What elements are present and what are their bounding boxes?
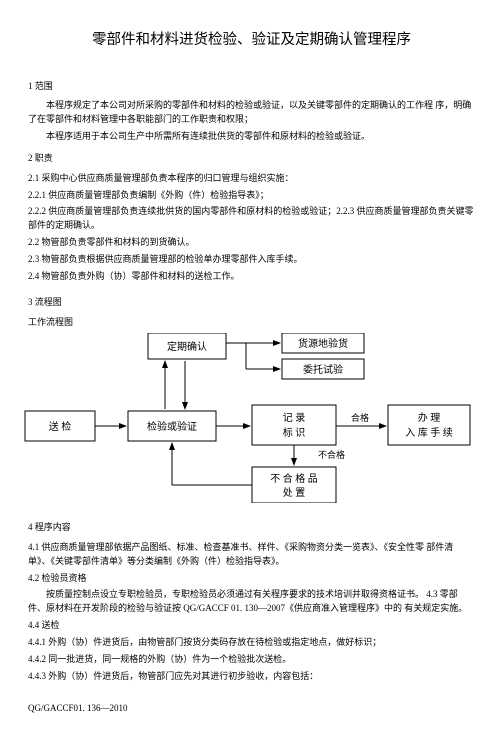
s4-p2: 4.2 检验员资格 (28, 572, 475, 586)
s4-p4: 4.4 送检 (28, 619, 475, 633)
svg-text:合格: 合格 (351, 412, 369, 423)
s2-i5: 2.3 物管部负责根据供应商质量管理部的检验单办理零部件入库手续。 (28, 253, 475, 267)
footer-code: QG/GACCF01. 136—2010 (28, 702, 475, 716)
s4-p3: 按质量控制点设立专职检验员，专职检验员必须通过有关程序要求的技术培训并取得资格证… (28, 588, 475, 616)
svg-text:处 置: 处 置 (283, 487, 306, 499)
section-4-head: 4 程序内容 (28, 521, 475, 535)
section-1-head: 1 范围 (28, 80, 475, 94)
s2-i3: 2.2.2 供应商质量管理部负责连续批供货的国内零部件和原材料的检验或验证；2.… (28, 205, 475, 233)
s1-p1: 本程序规定了本公司对所采购的零部件和材料的检验或验证，以及关键零部件的定期确认的… (28, 99, 475, 127)
flowchart-area: 3 流程图 工作流程图 定期确认 货源地验货 委托试验 送 检 检验或验证 (28, 296, 475, 503)
svg-text:标 识: 标 识 (283, 427, 306, 439)
s2-i1: 2.1 采购中心供应商质量管理部负责本程序的归口管理与组织实施： (28, 172, 475, 186)
s4-i2: 4.4.2 同一批进货，同一规格的外购（协）件为一个检验批次送检。 (28, 653, 475, 667)
s4-i1: 4.4.1 外购（协）件进货后，由物管部门按货分类码存放在待检验或指定地点，做好… (28, 636, 475, 650)
svg-text:记 录: 记 录 (283, 412, 306, 424)
section-3-head: 3 流程图 (28, 296, 73, 310)
flow-sublabel: 工作流程图 (28, 316, 73, 330)
s2-i4: 2.2 物管部负责零部件和材料的到货确认。 (28, 236, 475, 250)
doc-title: 零部件和材料进货检验、验证及定期确认管理程序 (28, 30, 475, 52)
flowchart-svg: 定期确认 货源地验货 委托试验 送 检 检验或验证 记 录 标 识 办 理 入 … (20, 333, 475, 503)
svg-text:定期确认: 定期确认 (167, 340, 207, 353)
section-2-head: 2 职责 (28, 152, 475, 166)
s4-p1: 4.1 供应商质量管理部依据产品图纸、标准、检查基准书、样件、《采购物资分类一览… (28, 541, 475, 569)
s2-i6: 2.4 物管部负责外购（协）零部件和材料的送检工作。 (28, 270, 475, 284)
s1-p2: 本程序适用于本公司生产中所需所有连续批供货的零部件和原材料的检验或验证。 (28, 130, 475, 144)
svg-text:办 理: 办 理 (418, 411, 441, 424)
svg-text:委托试验: 委托试验 (303, 363, 343, 376)
svg-text:不合格: 不合格 (318, 449, 345, 460)
svg-text:检验或验证: 检验或验证 (147, 420, 197, 433)
svg-text:不 合 格 品: 不 合 格 品 (270, 472, 318, 485)
svg-text:货源地验货: 货源地验货 (298, 337, 348, 350)
svg-text:送 检: 送 检 (49, 420, 72, 433)
s2-i2: 2.2.1 供应商质量管理部负责编制《外购（件）检验指导表》； (28, 189, 475, 203)
svg-text:入 库 手 续: 入 库 手 续 (405, 426, 453, 439)
s4-i3: 4.4.3 外购（协）件进货后，物管部门应先对其进行初步验收，内容包括： (28, 670, 475, 684)
